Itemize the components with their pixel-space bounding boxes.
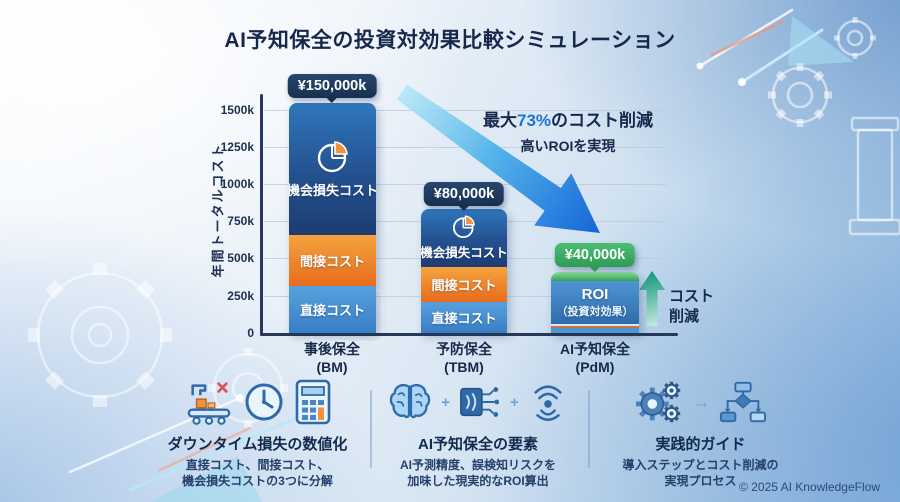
annotation-highlight: 73% <box>516 111 552 130</box>
cost-reduction-annotation: 最大73%のコスト削減 高いROIを実現 <box>452 106 684 156</box>
feature-ai-elements: + + AI予知保全の要素 AI予測精度、誤検知リスクを 加味した現実的なROI… <box>372 376 584 489</box>
x-label-pdm: AI予知保全 (PdM) <box>525 340 665 376</box>
total-cost-badge-bm: ¥150,000k <box>287 74 377 98</box>
segment-opportunity-cost: 機会損失コスト <box>421 208 507 267</box>
y-axis-line <box>260 94 263 336</box>
segment-sublabel: （投資対効果） <box>556 305 634 318</box>
segment-direct-cost: 直接コスト <box>421 301 507 333</box>
y-tick-500k: 500k <box>227 251 254 265</box>
pie-chart-icon <box>452 215 475 239</box>
sensor-icon <box>534 385 562 421</box>
segment-direct-cost-small <box>551 327 639 333</box>
arrow-right-icon: → <box>692 391 711 412</box>
segment-label: ROI <box>581 285 609 303</box>
gears-icon <box>635 381 680 423</box>
cost-reduction-label-line1: コスト <box>669 288 715 305</box>
calculator-icon <box>295 379 330 425</box>
x-label-code: (BM) <box>316 359 348 375</box>
plus-icon: + <box>441 393 450 411</box>
annotation-line2: 高いROIを実現 <box>520 138 616 154</box>
segment-label: 機会損失コスト <box>289 182 376 198</box>
pie-chart-icon <box>317 140 348 172</box>
annotation-line1: 最大73%のコスト削減 <box>452 106 684 131</box>
copyright-text: © 2025 AI KnowledgeFlow <box>739 480 880 494</box>
y-tick-1250k: 1250k <box>220 140 254 154</box>
cost-reduction-up-arrow <box>639 271 665 326</box>
feature-practical-guide: → 実践的ガイド 導入ステップとコスト削減の 実現プロセス <box>593 376 808 489</box>
bar-breakdown-maintenance: 直接コスト 間接コスト 機会損失コスト <box>289 102 376 333</box>
segment-label: 間接コスト <box>299 253 365 269</box>
feature-description: 直接コスト、間接コスト、 機会損失コストの3つに分解 <box>150 457 365 489</box>
brain-icon <box>390 384 431 419</box>
annotation-prefix: 最大 <box>482 111 517 130</box>
annotation-suffix: のコスト削減 <box>551 111 654 130</box>
segment-roi: ROI （投資対効果） <box>551 280 639 324</box>
bar-preventive-maintenance: 直接コスト 間接コスト 機会損失コスト <box>421 208 507 333</box>
y-tick-1000k: 1000k <box>220 177 254 191</box>
cost-reduction-label: コスト 削減 <box>669 287 714 327</box>
y-tick-1500k: 1500k <box>220 103 254 117</box>
total-cost-badge-tbm: ¥80,000k <box>423 182 505 206</box>
feature-icons <box>150 376 365 428</box>
feature-desc-line1: AI予測精度、誤検知リスクを <box>399 458 556 472</box>
cost-reduction-label-line2: 削減 <box>669 308 700 325</box>
segment-label: 直接コスト <box>299 302 365 318</box>
x-label-name: 事後保全 <box>304 341 360 357</box>
feature-downtime-quantification: ダウンタイム損失の数値化 直接コスト、間接コスト、 機会損失コストの3つに分解 <box>150 376 365 489</box>
x-label-code: (TBM) <box>444 359 484 375</box>
feature-title: ダウンタイム損失の数値化 <box>167 436 348 453</box>
feature-description: AI予測精度、誤検知リスクを 加味した現実的なROI算出 <box>372 457 584 489</box>
segment-opportunity-cost: 機会損失コスト <box>289 102 376 235</box>
segment-label: 機会損失コスト <box>421 246 507 261</box>
y-tick-250k: 250k <box>227 289 254 303</box>
machine-downtime-icon <box>187 382 230 425</box>
segment-label: 直接コスト <box>431 310 497 326</box>
flowchart-icon <box>719 381 766 423</box>
feature-desc-line1: 直接コスト、間接コスト、 <box>185 458 330 472</box>
chip-icon <box>460 387 500 417</box>
plus-icon: + <box>510 393 519 411</box>
feature-desc-line2: 機会損失コストの3つに分解 <box>182 474 333 488</box>
bar-ai-predictive-maintenance: ROI （投資対効果） <box>551 272 639 333</box>
x-label-name: AI予知保全 <box>560 341 630 357</box>
feature-separator <box>588 390 590 468</box>
segment-label: 間接コスト <box>431 277 497 293</box>
total-cost-badge-pdm: ¥40,000k <box>554 243 636 267</box>
x-label-bm: 事後保全 (BM) <box>262 340 402 376</box>
feature-desc-line2: 加味した現実的なROI算出 <box>407 474 549 488</box>
y-tick-0: 0 <box>247 326 254 340</box>
page-title: AI予知保全の投資対効果比較シミュレーション <box>224 29 676 52</box>
segment-indirect-cost: 間接コスト <box>421 266 507 302</box>
x-label-code: (PdM) <box>575 359 615 375</box>
segment-indirect-cost-small <box>551 323 639 328</box>
x-axis-line <box>260 333 678 336</box>
feature-separator <box>370 390 372 468</box>
feature-desc-line2: 実現プロセス <box>664 474 737 488</box>
x-label-tbm: 予防保全 (TBM) <box>394 340 534 376</box>
feature-icons: → <box>593 376 808 428</box>
feature-title: 実践的ガイド <box>655 436 746 453</box>
clock-icon <box>245 383 282 421</box>
feature-title: AI予知保全の要素 <box>417 436 538 453</box>
segment-direct-cost: 直接コスト <box>289 285 376 333</box>
x-label-name: 予防保全 <box>436 341 492 357</box>
segment-indirect-cost: 間接コスト <box>289 234 376 286</box>
y-tick-750k: 750k <box>227 214 254 228</box>
feature-desc-line1: 導入ステップとコスト削減の <box>622 458 779 472</box>
feature-description: 導入ステップとコスト削減の 実現プロセス <box>593 457 808 489</box>
feature-icons: + + <box>372 376 584 428</box>
